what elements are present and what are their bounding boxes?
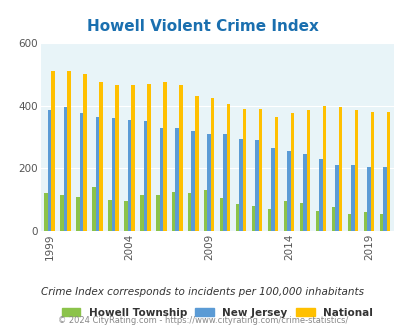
Bar — [220, 198, 223, 231]
Bar — [124, 201, 127, 231]
Bar — [338, 107, 341, 231]
Bar — [354, 110, 358, 231]
Bar — [115, 85, 118, 231]
Bar — [258, 109, 262, 231]
Bar — [64, 107, 67, 231]
Bar — [274, 116, 278, 231]
Bar — [47, 110, 51, 231]
Text: Howell Violent Crime Index: Howell Violent Crime Index — [87, 19, 318, 34]
Bar — [306, 110, 310, 231]
Bar — [95, 116, 99, 231]
Bar — [179, 85, 182, 231]
Bar — [239, 139, 242, 231]
Bar — [111, 118, 115, 231]
Bar — [156, 195, 159, 231]
Bar — [315, 211, 319, 231]
Bar — [194, 96, 198, 231]
Bar — [79, 114, 83, 231]
Bar — [235, 204, 239, 231]
Bar — [203, 190, 207, 231]
Bar — [379, 214, 382, 231]
Text: © 2024 CityRating.com - https://www.cityrating.com/crime-statistics/: © 2024 CityRating.com - https://www.city… — [58, 315, 347, 325]
Bar — [51, 71, 55, 231]
Bar — [226, 104, 230, 231]
Bar — [140, 195, 143, 231]
Bar — [147, 84, 150, 231]
Bar — [211, 98, 214, 231]
Bar — [127, 120, 131, 231]
Bar — [251, 206, 255, 231]
Bar — [242, 109, 246, 231]
Bar — [271, 148, 274, 231]
Bar — [175, 128, 179, 231]
Bar — [163, 82, 166, 231]
Bar — [322, 106, 326, 231]
Bar — [382, 167, 386, 231]
Bar — [370, 112, 373, 231]
Bar — [290, 114, 294, 231]
Bar — [76, 197, 79, 231]
Bar — [331, 208, 335, 231]
Bar — [172, 192, 175, 231]
Bar — [207, 134, 211, 231]
Bar — [350, 165, 354, 231]
Legend: Howell Township, New Jersey, National: Howell Township, New Jersey, National — [61, 308, 372, 318]
Bar — [283, 201, 287, 231]
Bar — [60, 195, 64, 231]
Bar — [223, 134, 226, 231]
Bar — [191, 131, 194, 231]
Bar — [83, 74, 86, 231]
Bar — [303, 154, 306, 231]
Bar — [159, 128, 163, 231]
Bar — [287, 151, 290, 231]
Bar — [363, 212, 367, 231]
Bar — [347, 214, 350, 231]
Bar — [44, 193, 47, 231]
Bar — [92, 187, 95, 231]
Bar — [386, 112, 389, 231]
Bar — [319, 159, 322, 231]
Bar — [367, 167, 370, 231]
Text: Crime Index corresponds to incidents per 100,000 inhabitants: Crime Index corresponds to incidents per… — [41, 287, 364, 297]
Bar — [108, 200, 111, 231]
Bar — [299, 203, 303, 231]
Bar — [255, 140, 258, 231]
Bar — [99, 82, 102, 231]
Bar — [335, 165, 338, 231]
Bar — [131, 85, 134, 231]
Bar — [188, 193, 191, 231]
Bar — [67, 71, 70, 231]
Bar — [267, 209, 271, 231]
Bar — [143, 121, 147, 231]
